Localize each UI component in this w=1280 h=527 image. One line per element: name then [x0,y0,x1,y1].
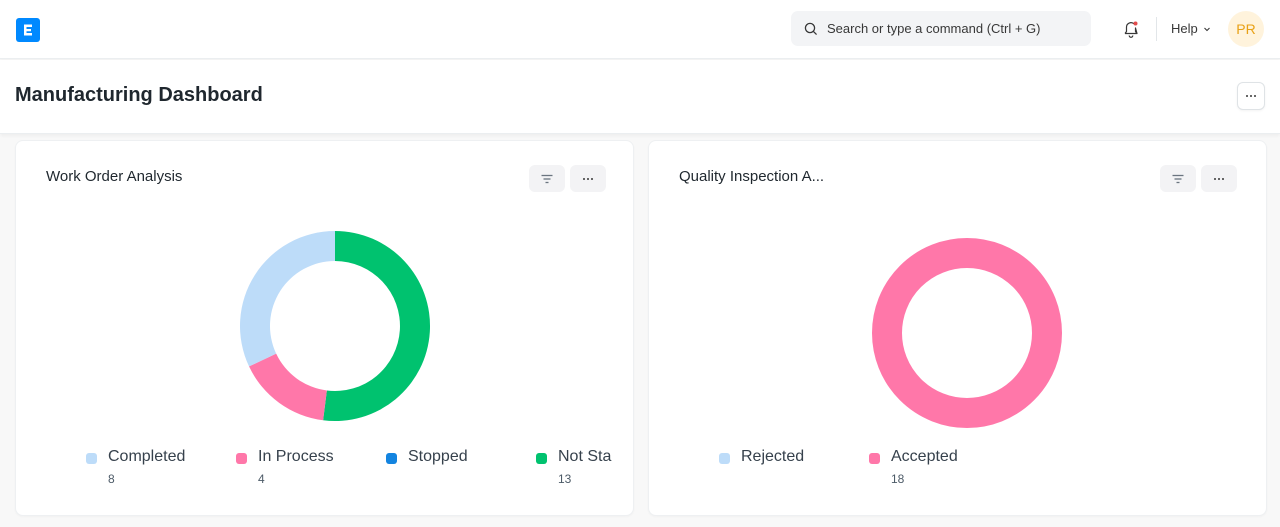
notification-dot [1133,21,1138,26]
chevron-down-icon [1203,27,1210,31]
legend-value: 18 [891,472,905,486]
legend-label: Stopped [408,448,468,465]
card-menu-button[interactable] [1201,165,1237,192]
legend-swatch [236,453,247,464]
legend-label: Completed [108,448,186,465]
legend-swatch [386,453,397,464]
search-icon [804,22,817,35]
navbar-divider [1156,17,1157,41]
navbar: Search or type a command (Ctrl + G) Help… [0,0,1280,59]
notifications-button[interactable] [1122,19,1140,39]
filter-icon [1172,174,1184,183]
card-title: Quality Inspection A... [679,168,825,185]
legend-label: In Process [258,448,334,465]
legend-label: Not Sta [558,448,612,465]
quality-inspection-donut-chart [872,238,1062,428]
donut-segment-accepted[interactable] [872,238,1062,428]
legend-value: 8 [108,472,115,486]
legend-label: Rejected [741,448,805,465]
more-horizontal-icon [1214,177,1224,180]
filter-button[interactable] [529,165,565,192]
quality-inspection-card: Quality Inspection A... Rejected Accepte… [648,140,1267,516]
more-horizontal-icon [1246,95,1256,97]
help-dropdown[interactable]: Help [1171,21,1212,36]
legend: Completed 8 In Process 4 Stopped Not Sta… [16,141,616,517]
legend-swatch [869,453,880,464]
page-menu-button[interactable] [1237,82,1265,110]
donut-segment-completed[interactable] [239,231,335,367]
user-avatar[interactable]: PR [1228,11,1264,47]
card-menu-button[interactable] [570,165,606,192]
page-title: Manufacturing Dashboard [15,84,263,106]
search-bar[interactable]: Search or type a command (Ctrl + G) [791,11,1091,46]
legend-swatch [86,453,97,464]
filter-icon [541,174,553,183]
page-header: Manufacturing Dashboard [0,60,1280,134]
legend-label: Accepted [891,448,958,465]
search-placeholder: Search or type a command (Ctrl + G) [827,21,1041,36]
donut-segment-not-started[interactable] [323,231,431,421]
work-order-analysis-card: Work Order Analysis Completed 8 In Pr [15,140,634,516]
legend-swatch [536,453,547,464]
bell-icon [1124,21,1138,38]
work-order-donut-chart [239,231,431,421]
legend-swatch [719,453,730,464]
help-label: Help [1171,21,1198,36]
legend-value: 13 [558,472,572,486]
donut-segment-in-process[interactable] [249,353,327,421]
card-title: Work Order Analysis [46,168,183,185]
app-logo-icon[interactable] [16,18,40,42]
legend-value: 4 [258,472,265,486]
more-horizontal-icon [583,177,593,180]
filter-button[interactable] [1160,165,1196,192]
